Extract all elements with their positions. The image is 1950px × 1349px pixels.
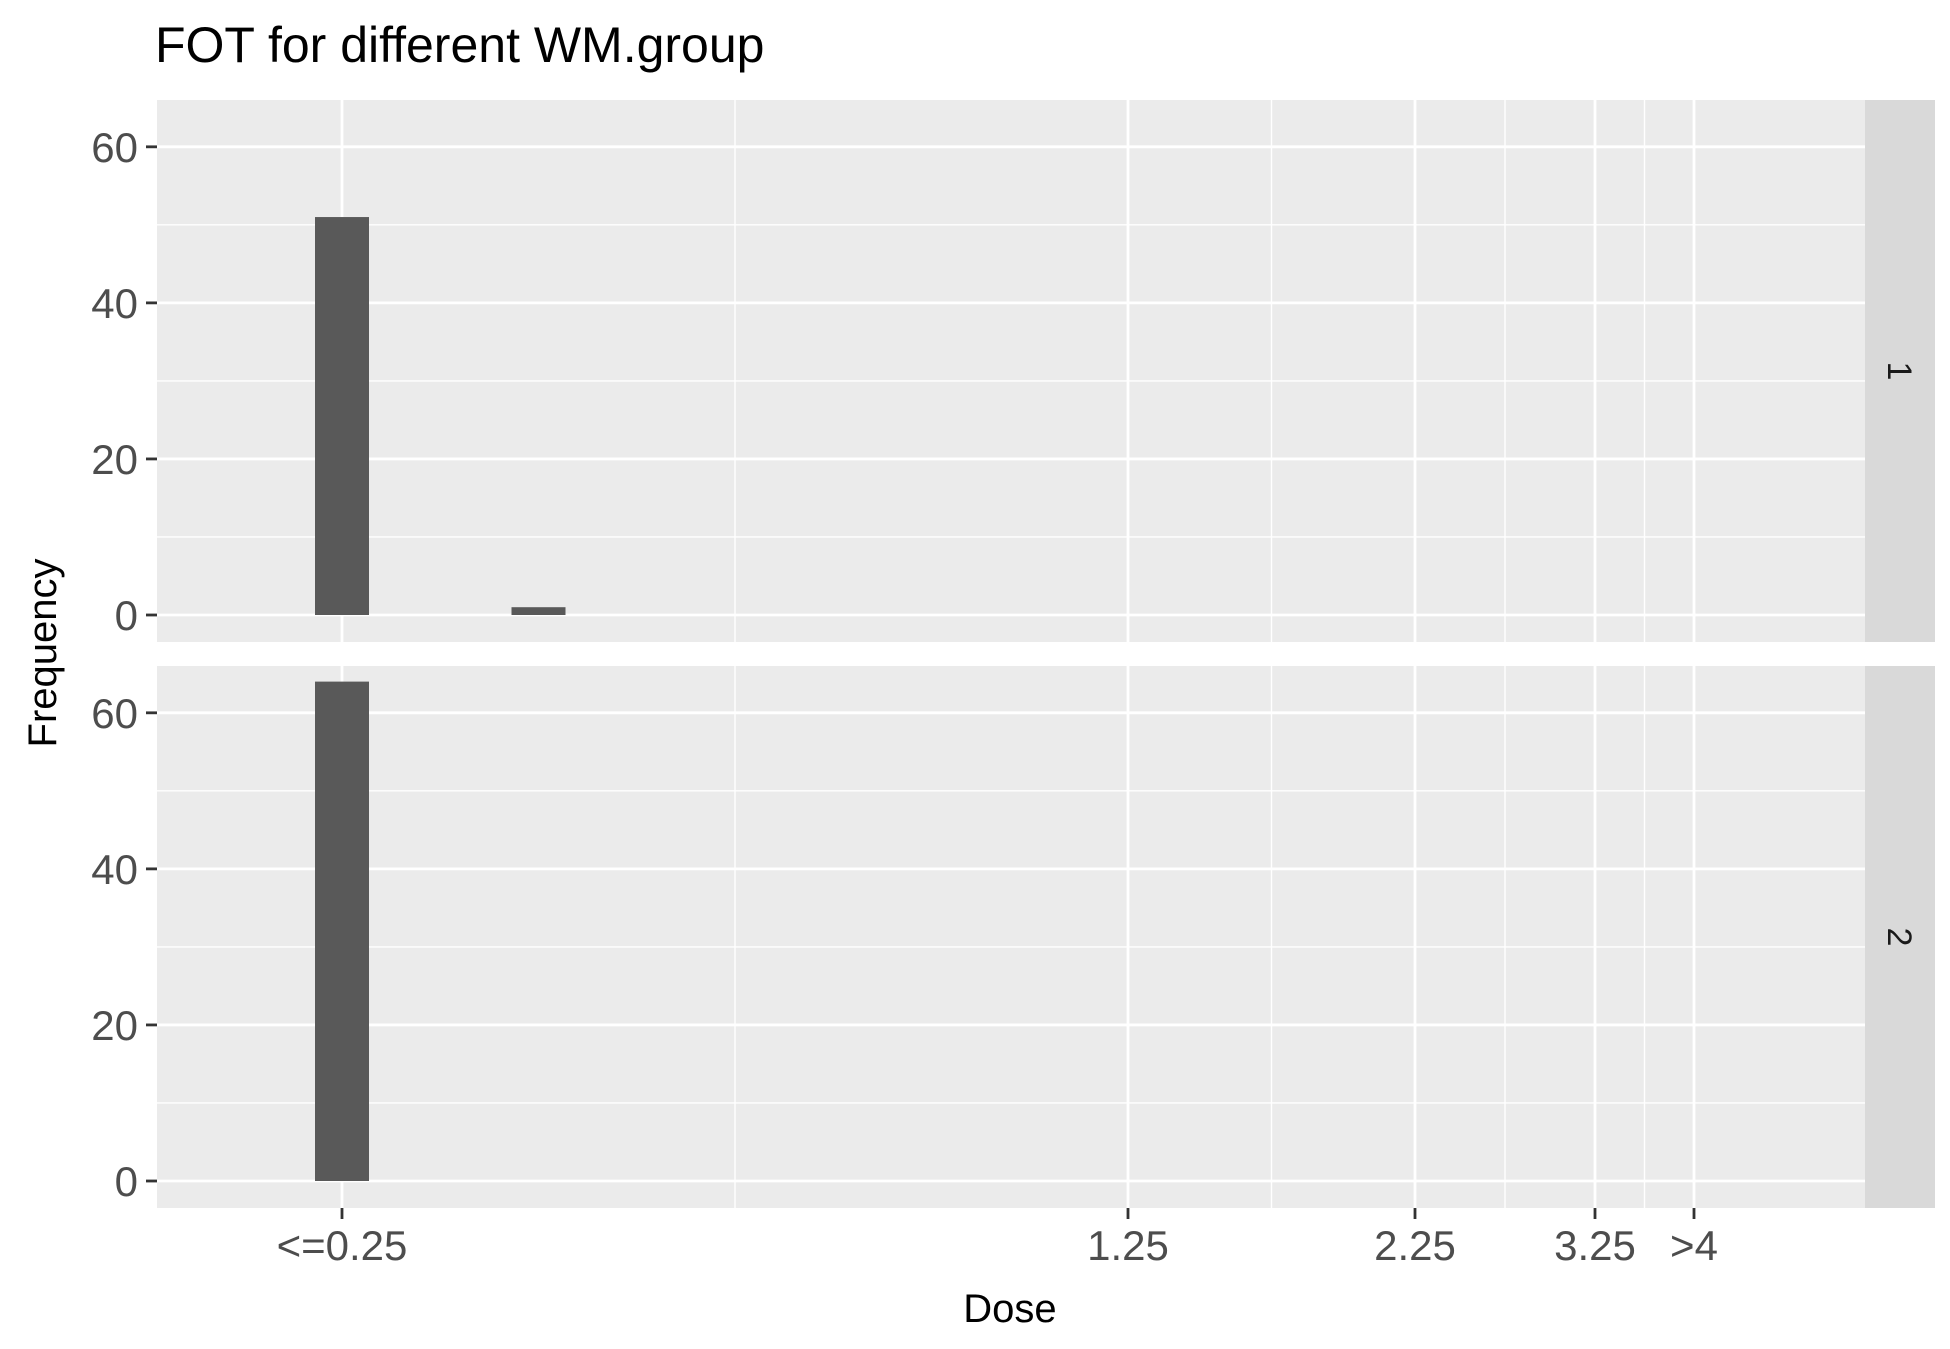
x-tick-label: 3.25 [1554, 1222, 1636, 1269]
y-tick-label: 40 [91, 280, 138, 327]
chart-title: FOT for different WM.group [155, 17, 764, 73]
bar-facet-2-dose-0.25 [315, 681, 369, 1181]
y-tick-label: 40 [91, 846, 138, 893]
facet-panel-1: 0 20 40 60 1 [91, 100, 1935, 642]
facet-panel-2: 0 20 40 60 2 [91, 666, 1935, 1208]
x-axis-title: Dose [963, 1287, 1056, 1331]
x-tick-label: 2.25 [1374, 1222, 1456, 1269]
x-tick-label: <=0.25 [277, 1222, 408, 1269]
x-tick-label: 1.25 [1087, 1222, 1169, 1269]
y-tick-label: 60 [91, 124, 138, 171]
panel-background [157, 100, 1865, 642]
y-tick-label: 0 [115, 592, 138, 639]
facet-panels: 0 20 40 60 1 0 20 40 60 2 <=0.25 1.25 2.25 3.25 >4 [91, 100, 1935, 1269]
y-tick-label: 20 [91, 436, 138, 483]
facet-strip-label: 2 [1880, 928, 1918, 947]
bar-facet-1-dose-0.5 [511, 607, 566, 615]
facet-strip-label: 1 [1880, 362, 1918, 381]
x-tick-label: >4 [1670, 1222, 1718, 1269]
facet-strip [1865, 666, 1935, 1208]
y-tick-label: 20 [91, 1002, 138, 1049]
panel-background [157, 666, 1865, 1208]
y-tick-label: 60 [91, 690, 138, 737]
facet-strip [1865, 100, 1935, 642]
bar-facet-1-dose-0.25 [315, 217, 369, 615]
y-tick-label: 0 [115, 1158, 138, 1205]
y-axis-title: Frequency [21, 559, 65, 748]
